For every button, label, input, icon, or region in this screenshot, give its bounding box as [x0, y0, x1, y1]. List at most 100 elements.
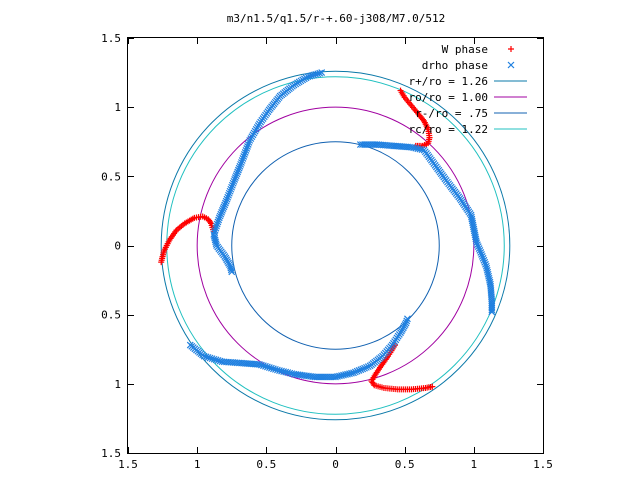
x-tick-label: 0.5: [395, 458, 415, 471]
point: [206, 354, 214, 362]
point: [212, 224, 220, 232]
point: [243, 144, 251, 152]
point: [474, 243, 482, 251]
point: [403, 317, 411, 325]
point: [332, 373, 339, 381]
point: [215, 214, 223, 222]
point: [236, 162, 244, 170]
point: [282, 368, 290, 376]
point: [404, 315, 411, 323]
point: [244, 140, 252, 148]
legend-label: rc/ro = 1.22: [409, 123, 488, 136]
point: [316, 69, 324, 77]
point: [231, 174, 239, 182]
y-tick-label: 0.5: [101, 170, 121, 183]
point: [241, 149, 249, 156]
point: [308, 72, 316, 79]
point: [225, 189, 233, 197]
circle-1: [196, 106, 475, 385]
point: [211, 226, 219, 234]
point: [419, 116, 426, 123]
point: [481, 258, 489, 266]
point: [359, 365, 367, 373]
point: [214, 218, 222, 226]
point: [483, 264, 491, 272]
axis-ticks: 1.5 1 0.5 0 0.5 1 1.51.510.500.511.5: [101, 32, 553, 471]
point: [480, 256, 488, 264]
point: [488, 308, 496, 316]
legend-label: r+/ro = 1.26: [409, 75, 488, 88]
point: [224, 193, 232, 201]
y-tick-label: 1.5: [101, 447, 121, 460]
point: [342, 371, 349, 379]
point: [346, 370, 353, 378]
x-tick-label: 1: [471, 458, 478, 471]
point: [473, 239, 481, 247]
point: [235, 164, 243, 172]
point: [226, 187, 234, 195]
point: [246, 136, 254, 144]
legend: W phase drho phase r+/ro = 1.26 ro/ro = 1.0…: [409, 43, 527, 136]
data-series: [158, 69, 496, 393]
point: [231, 176, 239, 183]
point: [257, 361, 265, 369]
point: [241, 151, 248, 158]
point: [286, 369, 294, 377]
point: [478, 252, 486, 260]
point: [318, 69, 326, 77]
point: [242, 147, 250, 154]
point: [475, 245, 483, 252]
point: [237, 160, 245, 168]
point: [228, 183, 236, 191]
point: [476, 247, 484, 254]
point: [221, 201, 229, 209]
point: [472, 237, 480, 245]
point: [340, 371, 347, 379]
point: [207, 218, 214, 225]
point: [336, 372, 343, 380]
point: [351, 368, 359, 376]
point: [227, 266, 235, 274]
point: [477, 248, 485, 256]
point: [486, 276, 493, 284]
point: [208, 355, 216, 363]
point: [233, 170, 241, 178]
point: [212, 356, 220, 364]
point: [312, 70, 320, 78]
point: [361, 364, 368, 372]
point: [429, 383, 436, 390]
point: [271, 365, 279, 373]
circle-2: [231, 141, 440, 350]
point: [200, 352, 208, 360]
point: [278, 367, 285, 375]
point: [238, 157, 246, 164]
y-tick-label: 0: [114, 240, 121, 253]
point: [485, 272, 493, 280]
point: [355, 367, 363, 374]
x-tick-label: 0: [332, 458, 339, 471]
point: [267, 364, 275, 372]
point: [223, 195, 231, 203]
point: [488, 306, 496, 314]
point: [255, 361, 263, 368]
point: [482, 262, 490, 270]
point: [485, 274, 493, 282]
legend-label: W phase: [442, 43, 488, 56]
point: [344, 370, 351, 378]
point: [484, 268, 492, 276]
point: [276, 367, 283, 374]
point: [234, 166, 242, 174]
point: [218, 208, 226, 216]
point: [230, 177, 238, 185]
y-tick-label: 1: [114, 101, 121, 114]
point: [362, 363, 370, 371]
point: [238, 159, 245, 166]
point: [402, 319, 410, 327]
point: [202, 353, 210, 361]
point: [334, 373, 341, 380]
point: [213, 222, 220, 230]
point: [314, 70, 322, 78]
point: [222, 199, 229, 207]
x-tick-label: 0.5: [256, 458, 276, 471]
